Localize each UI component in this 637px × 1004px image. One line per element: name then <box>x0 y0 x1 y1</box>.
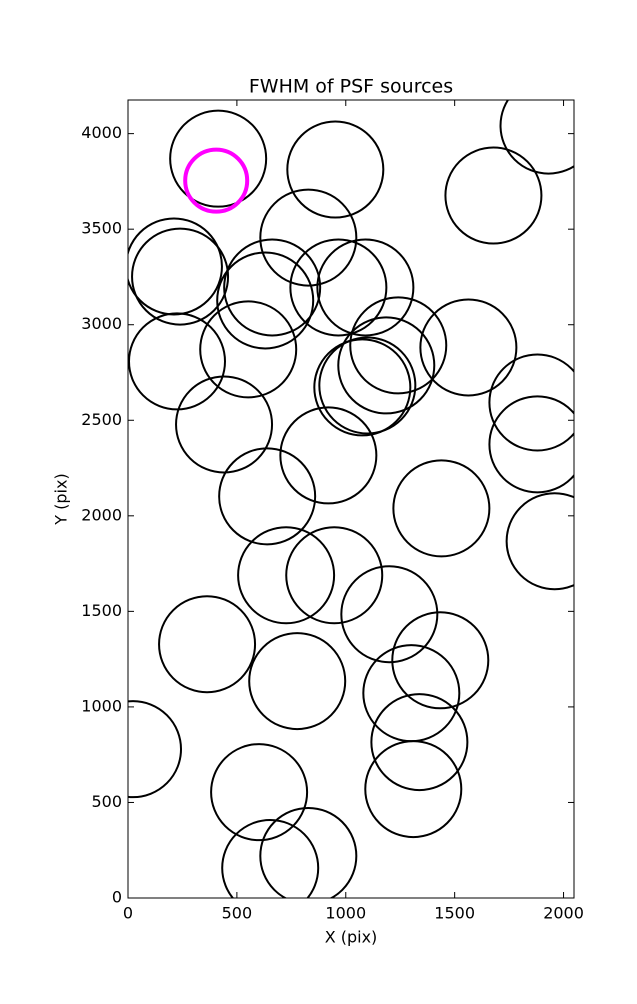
psf-circle <box>158 595 257 694</box>
psf-circle <box>488 353 574 452</box>
psf-circle <box>499 100 574 175</box>
psf-circle <box>419 298 518 397</box>
chart-title: FWHM of PSF sources <box>249 76 453 98</box>
y-tick-label: 3500 <box>81 219 122 238</box>
y-tick-label: 1000 <box>81 696 122 715</box>
psf-circle <box>285 526 384 625</box>
psf-circle <box>216 251 315 350</box>
psf-circle <box>349 296 448 395</box>
psf-circle <box>169 109 268 208</box>
psf-circle <box>392 459 491 558</box>
psf-circle <box>337 316 436 415</box>
y-tick-label: 1500 <box>81 601 122 620</box>
y-tick-label: 2500 <box>81 410 122 429</box>
psf-circle <box>128 312 226 411</box>
x-axis-label: X (pix) <box>325 928 378 947</box>
x-tick-label: 1000 <box>325 904 366 923</box>
psf-circle <box>259 188 358 287</box>
psf-circle <box>444 146 543 245</box>
y-axis-label: Y (pix) <box>52 473 71 525</box>
y-tick-label: 3000 <box>81 314 122 333</box>
psf-circle <box>391 611 490 710</box>
psf-circle <box>210 743 309 842</box>
psf-circle <box>289 238 388 337</box>
psf-circle <box>340 565 439 664</box>
y-tick-label: 4000 <box>81 123 122 142</box>
x-tick-label: 0 <box>123 904 133 923</box>
x-tick-label: 2000 <box>543 904 584 923</box>
psf-circle <box>175 375 274 474</box>
psf-circle <box>221 819 320 898</box>
psf-circle <box>223 238 322 337</box>
x-tick-label: 500 <box>222 904 253 923</box>
psf-circle <box>248 632 347 731</box>
psf-circle <box>313 338 412 437</box>
y-tick-label: 0 <box>112 888 122 907</box>
psf-circle <box>316 238 415 337</box>
psf-circle <box>505 492 574 591</box>
y-tick-label: 2000 <box>81 505 122 524</box>
y-tick-label: 500 <box>91 792 122 811</box>
psf-circle <box>488 395 574 494</box>
psf-circle <box>183 147 250 214</box>
psf-circle <box>218 447 317 546</box>
psf-circle <box>131 227 230 326</box>
psf-circle <box>128 700 182 799</box>
plot-area <box>128 100 574 898</box>
psf-circle <box>199 300 298 399</box>
psf-circle <box>279 406 378 505</box>
axes-frame <box>127 99 575 899</box>
psf-circle <box>370 693 469 792</box>
psf-circle <box>286 120 385 219</box>
x-tick-label: 1500 <box>434 904 475 923</box>
psf-circle <box>237 526 336 625</box>
psf-circle <box>318 336 417 435</box>
psf-circle <box>259 806 358 898</box>
psf-circle <box>364 740 463 839</box>
